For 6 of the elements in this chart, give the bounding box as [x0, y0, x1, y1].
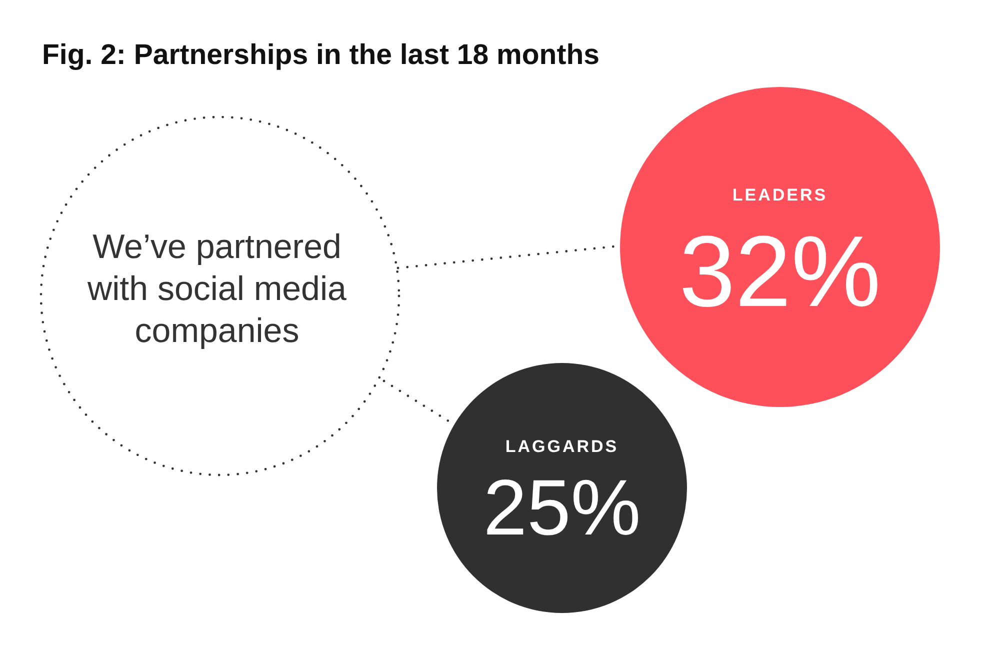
- text: Fig. 2: Partnerships in the last 18 months: [42, 39, 600, 71]
- text: We’ve partnered with social media companies: [86, 228, 347, 350]
- data-label: 25%: [483, 463, 641, 552]
- category-label: LAGGARDS: [505, 436, 619, 456]
- data-label: 32%: [679, 216, 881, 328]
- category-label: LEADERS: [732, 186, 828, 205]
